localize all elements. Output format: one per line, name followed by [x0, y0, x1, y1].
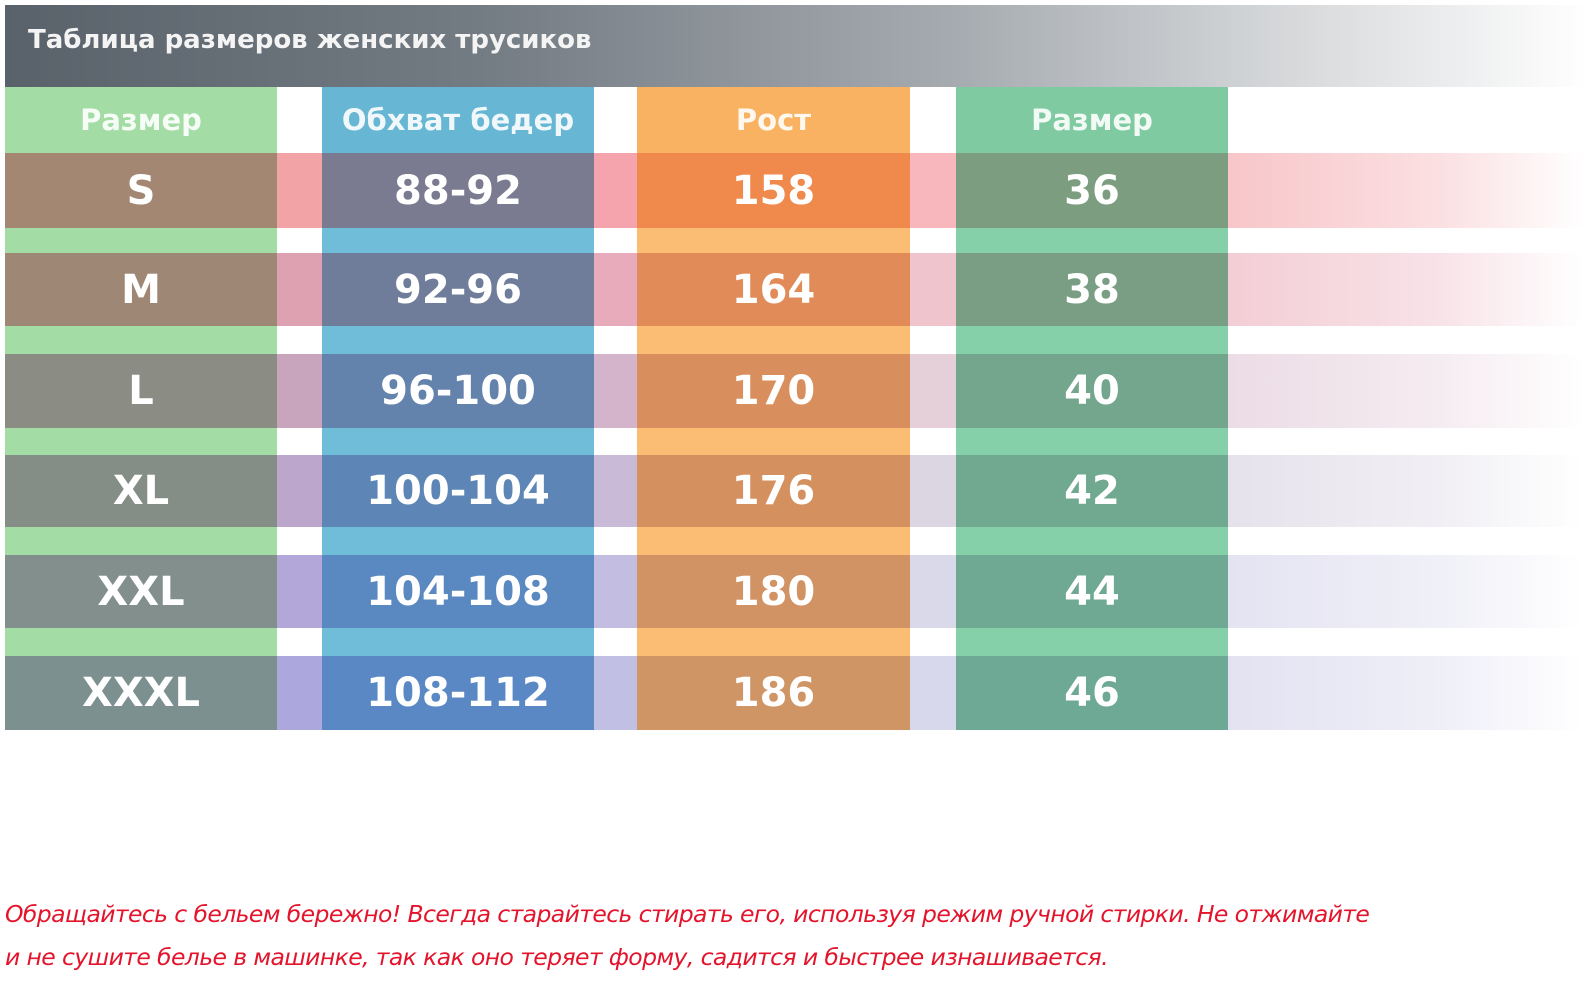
- row-spacer: [910, 153, 956, 228]
- row-separator: [322, 527, 594, 555]
- row-separator: [956, 326, 1228, 354]
- cell-height: 158: [637, 153, 910, 228]
- row-fade: [1228, 656, 1584, 730]
- row-separator: [956, 628, 1228, 656]
- header-size: Размер: [5, 87, 277, 153]
- row-fade: [1228, 555, 1584, 628]
- row-separator: [5, 527, 277, 555]
- row-separator: [637, 428, 910, 455]
- page-title: Таблица размеров женских трусиков: [28, 25, 592, 55]
- cell-ru-size: 40: [956, 354, 1228, 428]
- cell-size: S: [5, 153, 277, 228]
- cell-size: XXL: [5, 555, 277, 628]
- row-separator: [956, 527, 1228, 555]
- row-spacer: [277, 153, 322, 228]
- row-spacer: [594, 555, 637, 628]
- title-bar: Таблица размеров женских трусиков: [5, 5, 1589, 87]
- cell-size: M: [5, 253, 277, 326]
- row-separator: [637, 628, 910, 656]
- row-spacer: [594, 253, 637, 326]
- cell-height: 180: [637, 555, 910, 628]
- row-separator: [5, 228, 277, 253]
- row-spacer: [277, 253, 322, 326]
- header-height: Рост: [637, 87, 910, 153]
- care-note: Обращайтесь с бельем бережно! Всегда ста…: [5, 893, 1585, 979]
- row-spacer: [594, 354, 637, 428]
- row-spacer: [910, 656, 956, 730]
- cell-hips: 92-96: [322, 253, 594, 326]
- care-note-line: Обращайтесь с бельем бережно! Всегда ста…: [5, 900, 1370, 928]
- row-spacer: [594, 656, 637, 730]
- cell-ru-size: 42: [956, 455, 1228, 527]
- cell-ru-size: 36: [956, 153, 1228, 228]
- row-separator: [637, 527, 910, 555]
- row-separator: [322, 228, 594, 253]
- row-fade: [1228, 455, 1584, 527]
- row-spacer: [910, 455, 956, 527]
- row-separator: [5, 428, 277, 455]
- header-hips: Обхват бедер: [322, 87, 594, 153]
- row-separator: [956, 428, 1228, 455]
- row-separator: [5, 326, 277, 354]
- row-spacer: [910, 354, 956, 428]
- cell-height: 170: [637, 354, 910, 428]
- cell-hips: 104-108: [322, 555, 594, 628]
- row-separator: [637, 228, 910, 253]
- row-separator: [637, 326, 910, 354]
- row-spacer: [277, 555, 322, 628]
- row-separator: [956, 228, 1228, 253]
- row-spacer: [910, 253, 956, 326]
- row-fade: [1228, 153, 1584, 228]
- row-separator: [322, 628, 594, 656]
- cell-size: XL: [5, 455, 277, 527]
- care-note-line: и не сушите белье в машинке, так как оно…: [5, 943, 1109, 971]
- row-spacer: [277, 455, 322, 527]
- cell-height: 164: [637, 253, 910, 326]
- row-fade: [1228, 354, 1584, 428]
- cell-height: 186: [637, 656, 910, 730]
- cell-ru-size: 44: [956, 555, 1228, 628]
- cell-ru-size: 38: [956, 253, 1228, 326]
- row-spacer: [594, 153, 637, 228]
- row-spacer: [910, 555, 956, 628]
- row-separator: [322, 326, 594, 354]
- row-separator: [322, 428, 594, 455]
- row-separator: [5, 628, 277, 656]
- row-spacer: [277, 354, 322, 428]
- cell-hips: 100-104: [322, 455, 594, 527]
- row-spacer: [277, 656, 322, 730]
- cell-size: XXXL: [5, 656, 277, 730]
- cell-ru-size: 46: [956, 656, 1228, 730]
- row-spacer: [594, 455, 637, 527]
- cell-height: 176: [637, 455, 910, 527]
- cell-hips: 96-100: [322, 354, 594, 428]
- cell-hips: 108-112: [322, 656, 594, 730]
- header-ru-size: Размер: [956, 87, 1228, 153]
- cell-hips: 88-92: [322, 153, 594, 228]
- row-fade: [1228, 253, 1584, 326]
- cell-size: L: [5, 354, 277, 428]
